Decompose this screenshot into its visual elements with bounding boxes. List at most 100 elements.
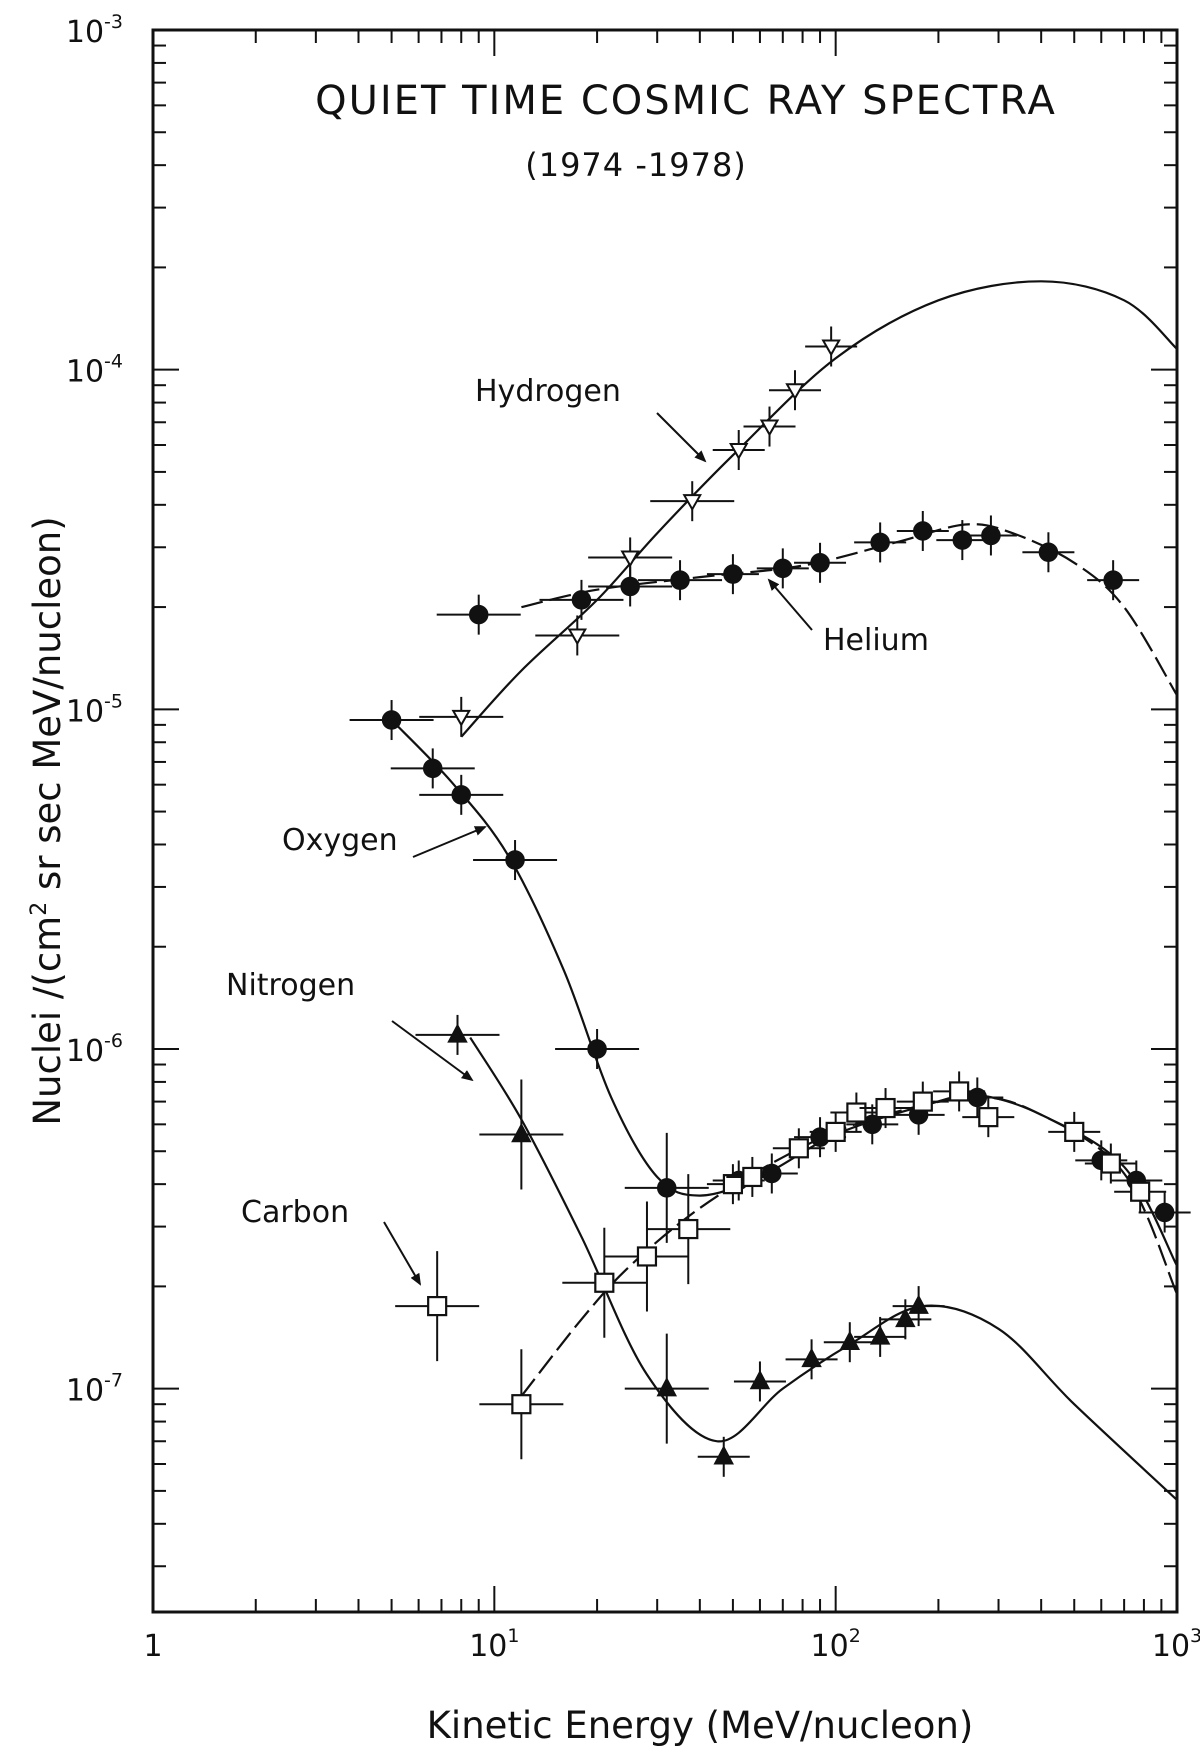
- annotation-carbon: Carbon: [241, 1195, 349, 1230]
- curve-helium: [521, 523, 1178, 696]
- y-tick-label-base: 10: [66, 15, 104, 50]
- point-helium: [773, 558, 793, 579]
- point-helium: [870, 532, 890, 553]
- series-carbon: [395, 1071, 1167, 1460]
- point-carbon: [722, 1174, 744, 1195]
- x-tick-label-exp: 3: [1190, 1625, 1200, 1647]
- point-carbon: [875, 1097, 896, 1119]
- point-hydrogen: [729, 443, 749, 461]
- y-tick-label-base: 10: [66, 694, 104, 729]
- point-carbon: [978, 1107, 999, 1128]
- y-axis-label: Nuclei /(cm2 sr sec MeV/nucleon): [26, 516, 69, 1125]
- annotation-helium: Helium: [823, 623, 929, 658]
- point-oxygen: [451, 785, 472, 805]
- x-tick-label-base: 10: [811, 1629, 849, 1664]
- point-helium: [670, 570, 690, 590]
- point-oxygen: [762, 1163, 782, 1184]
- annotation-oxygen: Oxygen: [282, 823, 398, 858]
- y-axis-label-suffix: sr sec MeV/nucleon): [26, 516, 69, 901]
- point-helium: [810, 553, 830, 573]
- point-carbon: [1100, 1153, 1121, 1174]
- point-carbon: [678, 1218, 699, 1240]
- point-helium: [571, 590, 592, 610]
- point-carbon: [427, 1295, 448, 1317]
- x-tick-label-exp: 2: [849, 1625, 861, 1647]
- tick-marks: [152, 30, 1177, 1612]
- point-nitrogen: [895, 1307, 916, 1328]
- x-tick-label-base: 10: [469, 1629, 507, 1664]
- point-nitrogen: [447, 1023, 468, 1043]
- point-carbon: [511, 1394, 532, 1415]
- series-oxygen: [349, 700, 1191, 1243]
- x-tick-label-base: 1: [143, 1629, 162, 1664]
- y-axis-label-exp: 2: [27, 902, 52, 916]
- annotation-arrow-nitrogen: [391, 1020, 474, 1082]
- point-helium: [981, 525, 1001, 546]
- y-tick-label-exp: -4: [104, 351, 123, 373]
- x-axis-label: Kinetic Energy (MeV/nucleon): [427, 1704, 974, 1747]
- y-axis-label-prefix: Nuclei /(cm: [26, 916, 69, 1126]
- y-tick-label-base: 10: [66, 1374, 104, 1409]
- point-nitrogen: [839, 1330, 861, 1350]
- point-hydrogen: [620, 550, 640, 568]
- x-tick-label: 103: [1152, 1625, 1200, 1664]
- annotation-arrow-oxygen: [412, 826, 487, 858]
- point-hydrogen: [785, 383, 805, 401]
- point-hydrogen: [821, 339, 841, 357]
- point-nitrogen: [713, 1445, 734, 1465]
- point-oxygen: [505, 850, 525, 870]
- y-tick-label: 10-5: [66, 690, 123, 729]
- point-carbon: [1130, 1181, 1151, 1202]
- point-oxygen: [422, 758, 443, 779]
- y-tick-label-exp: -5: [104, 690, 123, 712]
- fit-curves: [390, 280, 1179, 1501]
- y-tick-label-exp: -6: [104, 1030, 123, 1052]
- annotation-hydrogen: Hydrogen: [475, 374, 621, 409]
- annotation-arrow-hydrogen: [656, 412, 707, 463]
- x-tick-label-base: 10: [1152, 1629, 1190, 1664]
- y-tick-label: 10-6: [66, 1030, 123, 1069]
- point-carbon: [788, 1138, 809, 1159]
- point-carbon: [636, 1246, 658, 1267]
- x-tick-label-exp: 1: [507, 1625, 519, 1647]
- y-tick-label-exp: -7: [104, 1370, 123, 1392]
- x-tick-label: 102: [811, 1625, 861, 1664]
- point-carbon: [594, 1272, 615, 1293]
- point-carbon: [949, 1081, 970, 1102]
- point-helium: [620, 576, 640, 597]
- point-oxygen: [381, 710, 402, 730]
- curve-nitrogen: [469, 1037, 1178, 1501]
- annotation-nitrogen: Nitrogen: [226, 968, 355, 1003]
- point-carbon: [742, 1166, 763, 1188]
- point-helium: [952, 530, 973, 550]
- data-points: [349, 326, 1191, 1477]
- series-hydrogen: [419, 326, 858, 737]
- point-helium: [1103, 570, 1123, 590]
- point-helium: [913, 521, 933, 541]
- y-tick-label-exp: -3: [104, 11, 123, 33]
- point-carbon: [1064, 1121, 1085, 1143]
- series-annotations: Hydrogen Helium Oxygen Nitrogen Carbon: [226, 374, 929, 1286]
- point-nitrogen: [869, 1325, 891, 1345]
- point-hydrogen: [567, 628, 588, 646]
- point-helium: [468, 604, 489, 625]
- point-oxygen: [862, 1114, 883, 1135]
- chart-subtitle: (1974 -1978): [525, 146, 747, 184]
- point-hydrogen: [682, 494, 702, 512]
- point-helium: [723, 564, 743, 584]
- annotation-arrow-carbon: [383, 1221, 422, 1286]
- y-tick-label: 10-3: [66, 11, 123, 50]
- curve-hydrogen: [460, 280, 1178, 738]
- series-helium: [436, 510, 1140, 635]
- point-nitrogen: [511, 1122, 532, 1143]
- annotation-arrow-helium: [767, 578, 813, 631]
- point-oxygen: [657, 1178, 677, 1198]
- x-tick-label: 1: [143, 1629, 162, 1664]
- point-oxygen: [1154, 1202, 1175, 1223]
- point-nitrogen: [656, 1377, 678, 1397]
- point-nitrogen: [908, 1294, 929, 1314]
- y-tick-label-base: 10: [66, 1034, 104, 1069]
- y-tick-label-base: 10: [66, 355, 104, 390]
